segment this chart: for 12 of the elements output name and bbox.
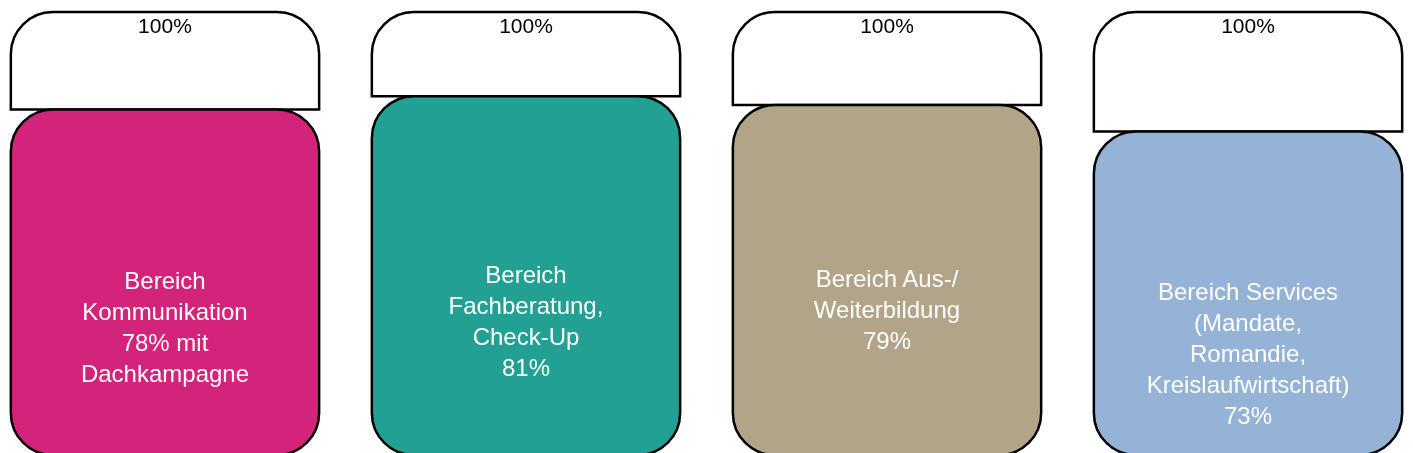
x-tick-label: Bereich Fachberatung, Check-Up	[448, 260, 604, 350]
x-tick-label: Bereich Services (Mandate, Romandie, Kreislaufwirtschaft)	[1146, 278, 1350, 399]
data-label: 78% mit Dachkampagne	[80, 329, 250, 388]
data-label: 79%	[862, 327, 912, 355]
total-label: 100%	[860, 14, 914, 37]
total-label: 100%	[1221, 14, 1275, 37]
total-label: 100%	[499, 14, 553, 37]
data-label: 73%	[1223, 402, 1273, 430]
total-label: 100%	[138, 14, 192, 37]
x-tick-label: Bereich Kommunikation	[82, 267, 248, 326]
x-tick-label: Bereich Aus-/ Weiterbildung	[813, 265, 961, 324]
data-label: 81%	[501, 353, 551, 381]
